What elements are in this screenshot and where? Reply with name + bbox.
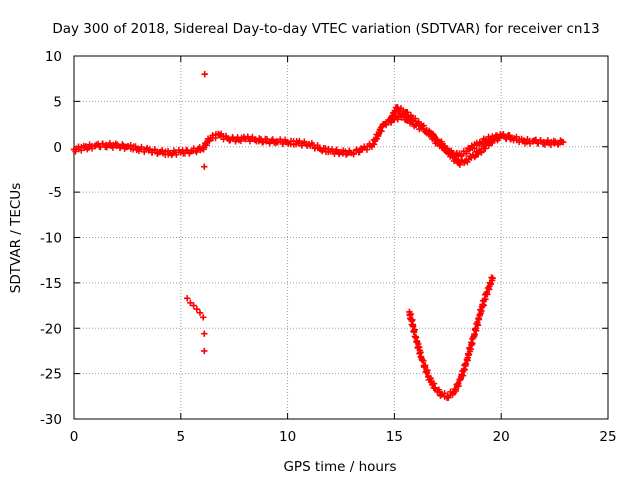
data-trace	[423, 126, 439, 147]
y-tick-label: -25	[40, 367, 62, 383]
data-point	[184, 295, 191, 302]
y-axis-label: SDTVAR / TECUs	[8, 183, 24, 293]
series-sdtvar-isolated	[201, 70, 208, 355]
data-trace	[419, 357, 432, 381]
x-tick-label: 20	[493, 429, 510, 445]
data-point	[508, 134, 516, 141]
x-axis-label: GPS time / hours	[283, 459, 396, 475]
x-tick-label: 0	[70, 429, 79, 445]
series-sdtvar-branch	[386, 104, 516, 160]
data-trace	[387, 104, 400, 126]
x-tick-label: 15	[386, 429, 403, 445]
data-point	[489, 275, 496, 282]
data-trace	[234, 133, 248, 145]
x-tick-label: 10	[279, 429, 296, 445]
data-point	[190, 302, 197, 309]
data-trace	[135, 143, 151, 156]
data-trace	[456, 156, 468, 168]
y-tick-label: -20	[40, 321, 62, 337]
data-point	[196, 309, 204, 317]
data-trace	[394, 104, 407, 118]
data-point	[201, 163, 208, 170]
data-trace	[489, 132, 503, 143]
data-trace	[103, 139, 120, 151]
series-sdtvar-negative-u	[406, 274, 496, 401]
data-point	[200, 314, 207, 321]
data-point	[559, 139, 567, 146]
data-point	[201, 70, 208, 78]
y-tick-label: 5	[53, 94, 62, 110]
data-trace	[432, 384, 444, 399]
grid-lines	[74, 56, 608, 419]
series-sdtvar-dip-5h	[184, 295, 207, 321]
data-trace	[200, 135, 213, 153]
data-trace	[406, 310, 419, 340]
data-point	[187, 299, 194, 307]
x-tick-label: 25	[599, 429, 616, 445]
data-trace	[499, 130, 514, 143]
data-trace	[263, 135, 280, 147]
y-tick-label: -5	[49, 185, 62, 201]
data-point	[201, 330, 208, 337]
data-trace	[457, 356, 471, 381]
data-trace	[464, 333, 477, 364]
data-trace	[124, 142, 140, 154]
y-tick-label: 10	[45, 49, 62, 65]
data-trace	[463, 152, 474, 166]
y-tick-label: -30	[40, 412, 62, 428]
x-tick-label: 5	[177, 429, 186, 445]
data-trace	[350, 145, 365, 158]
data-trace	[445, 388, 456, 401]
data-trace	[157, 147, 172, 158]
y-tick-label: -10	[40, 231, 62, 247]
data-point	[193, 305, 201, 313]
y-tick-label: 0	[53, 140, 62, 156]
chart-title: Day 300 of 2018, Sidereal Day-to-day VTE…	[52, 21, 599, 37]
data-points	[70, 70, 567, 401]
data-trace	[217, 130, 230, 143]
data-trace	[470, 312, 483, 340]
data-trace	[361, 140, 376, 153]
data-trace	[226, 133, 239, 145]
axis-ticks: 10 5 0 -5 -10 -15 -20 -25 -30 0 5 10 15 20 25	[40, 49, 617, 445]
y-tick-label: -15	[40, 276, 62, 292]
data-trace	[179, 146, 193, 157]
data-trace	[478, 133, 492, 148]
data-point	[201, 347, 208, 355]
